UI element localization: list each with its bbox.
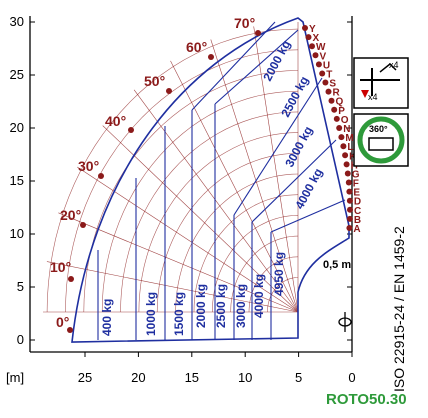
stabilizers-x4-bottom: x4 (368, 92, 378, 102)
y-tick-label: 10 (10, 226, 24, 241)
tip-point-label: S (329, 79, 336, 90)
stabilizers-icon: x4 x4 (353, 57, 409, 109)
load-label: 2000 kg (194, 284, 208, 328)
rotation-360-icon: 360° (353, 113, 409, 167)
tip-point-label: K (349, 151, 357, 162)
angle-label: 20° (60, 207, 81, 223)
angle-label: 60° (186, 39, 207, 55)
angle-label: 30° (78, 158, 99, 174)
angle-label: 0° (56, 314, 69, 330)
tip-point-label: U (323, 60, 330, 71)
tip-point-label: L (347, 142, 353, 153)
diagonal-load-label: 4000 kg (292, 166, 325, 211)
half-meter-label: 0,5 m (323, 259, 351, 271)
tip-point-label: G (352, 170, 360, 181)
y-tick-label: 0 (17, 332, 24, 347)
axis-tick-labels: 0 5 10 15 20 25 30 25 20 15 10 5 0 (10, 14, 356, 385)
load-label: 4950 kg (272, 252, 286, 296)
tip-point-label: F (353, 179, 359, 190)
horizontal-load-labels: 400 kg 1000 kg 1500 kg 2000 kg 2500 kg 3000 k… (100, 252, 286, 336)
x-tick-label: 10 (238, 370, 252, 385)
x-tick-label: 20 (131, 370, 145, 385)
tip-point-label: T (326, 70, 332, 81)
tip-point-label: D (354, 197, 361, 208)
y-tick-label: 25 (10, 67, 24, 82)
load-label: 4000 kg (252, 274, 266, 318)
base-rotation-icon (338, 312, 352, 332)
x-tick-label: 5 (295, 370, 302, 385)
tip-point-label: R (333, 88, 341, 99)
load-label: 2500 kg (214, 284, 228, 328)
tip-point-label: P (338, 106, 345, 117)
x-tick-marks (84, 352, 353, 357)
diagonal-load-label: 3000 kg (282, 124, 315, 169)
tip-point-label: Y (309, 24, 316, 35)
standard-label: ISO 22915-24 / EN 1459-2 (391, 226, 407, 392)
load-label: 400 kg (100, 299, 114, 336)
outer-envelope (71, 17, 350, 343)
y-tick-label: 5 (17, 279, 24, 294)
tip-point-label: E (353, 188, 360, 199)
tip-point-label: B (354, 215, 361, 226)
tip-point-label: V (320, 51, 327, 62)
y-tick-marks (30, 21, 352, 341)
tip-point-label: C (354, 206, 361, 217)
diagonal-load-label: 2500 kg (278, 74, 311, 119)
tip-point-label: W (316, 42, 326, 53)
tip-point-label: X (313, 33, 320, 44)
angle-label: 40° (105, 113, 126, 129)
load-label: 1500 kg (172, 292, 186, 336)
y-tick-label: 15 (10, 173, 24, 188)
tip-point-label: M (345, 133, 353, 144)
unit-label: [m] (6, 370, 24, 385)
tip-point-label: Q (336, 97, 344, 108)
load-label: 1000 kg (144, 292, 158, 336)
angle-label: 10° (50, 259, 71, 275)
tip-point-label: N (343, 124, 350, 135)
capacity-diagonal-lines (191, 21, 346, 233)
y-tick-label: 20 (10, 120, 24, 135)
x-tick-label: 0 (348, 370, 355, 385)
angle-label: 70° (234, 15, 255, 31)
stabilizers-x4-top: x4 (389, 60, 399, 70)
x-tick-label: 15 (185, 370, 199, 385)
load-label: 3000 kg (234, 284, 248, 328)
angle-label: 50° (144, 73, 165, 89)
tip-point-label: A (353, 224, 360, 235)
angle-labels: 0° 10° 20° 30° 40° 50° 60° 70° (50, 15, 261, 333)
y-tick-label: 30 (10, 14, 24, 29)
x-tick-label: 25 (78, 370, 92, 385)
tip-point-label: O (341, 115, 349, 126)
rotation-label: 360° (369, 124, 388, 134)
model-label: ROTO50.30 (326, 391, 407, 408)
diagonal-load-label: 2000 kg (260, 38, 293, 83)
capacity-vertical-lines (97, 104, 272, 340)
